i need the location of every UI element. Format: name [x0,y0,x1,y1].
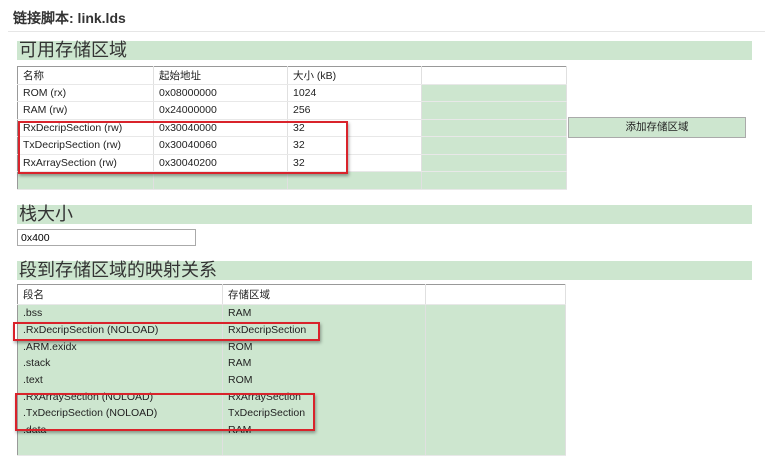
cell [421,154,567,172]
cell[interactable]: ROM [222,371,426,389]
cell[interactable]: ROM [222,338,426,356]
cell[interactable]: 32 [287,119,422,137]
cell[interactable]: .bss [17,304,223,322]
cell[interactable]: RxDecripSection [222,321,426,339]
divider [8,31,765,32]
cell[interactable]: .stack [17,355,223,372]
column-header[interactable]: 名称 [17,66,154,85]
cell[interactable]: .RxDecripSection (NOLOAD) [17,321,223,339]
cell[interactable]: 0x30040060 [153,136,288,155]
cell[interactable]: 0x24000000 [153,101,288,120]
table-row[interactable]: .stack RAM [17,355,566,372]
cell[interactable]: TxDecripSection [222,405,426,422]
memory-section-heading: 可用存储区域 [17,41,752,60]
cell[interactable]: RxArraySection [222,388,426,406]
table-row[interactable]: .ARM.exidx ROM [17,338,566,356]
cell[interactable]: RAM [222,421,426,439]
table-header: 名称 起始地址 大小 (kB) [17,66,567,85]
table-row-empty[interactable] [17,171,567,190]
mapping-section-heading: 段到存储区域的映射关系 [17,261,752,280]
table-row[interactable]: .TxDecripSection (NOLOAD) TxDecripSection [17,405,566,422]
column-header [425,284,566,305]
cell [421,101,567,120]
cell[interactable]: .ARM.exidx [17,338,223,356]
cell[interactable]: 1024 [287,84,422,102]
table-row[interactable]: .bss RAM [17,304,566,322]
cell[interactable]: RxDecripSection (rw) [17,119,154,137]
table-row[interactable]: TxDecripSection (rw) 0x30040060 32 [17,136,567,155]
table-row[interactable]: RxArraySection (rw) 0x30040200 32 [17,154,567,172]
column-header [421,66,567,85]
cell [421,136,567,155]
cell[interactable]: TxDecripSection (rw) [17,136,154,155]
column-header[interactable]: 段名 [17,284,223,305]
cell[interactable]: 32 [287,154,422,172]
table-header: 段名 存储区域 [17,284,566,305]
table-row-empty [17,438,566,456]
table-row[interactable]: .RxArraySection (NOLOAD) RxArraySection [17,388,566,406]
column-header[interactable]: 存储区域 [222,284,426,305]
cell[interactable]: .RxArraySection (NOLOAD) [17,388,223,406]
cell [421,84,567,102]
stack-section-heading: 栈大小 [17,205,752,224]
page-title: 链接脚本: link.lds [13,10,126,26]
column-header[interactable]: 大小 (kB) [287,66,422,85]
cell [421,119,567,137]
cell[interactable]: RAM (rw) [17,101,154,120]
table-row[interactable]: .RxDecripSection (NOLOAD) RxDecripSection [17,321,566,339]
cell[interactable]: ROM (rx) [17,84,154,102]
add-memory-region-button[interactable]: 添加存储区域 [568,117,746,138]
table-row[interactable]: RxDecripSection (rw) 0x30040000 32 [17,119,567,137]
cell[interactable]: 0x30040200 [153,154,288,172]
cell[interactable]: 256 [287,101,422,120]
mapping-table: 段名 存储区域 .bss RAM .RxDecripSection (NOLOAD… [17,284,566,456]
cell[interactable]: 0x30040000 [153,119,288,137]
table-row[interactable]: ROM (rx) 0x08000000 1024 [17,84,567,102]
stack-size-input[interactable] [17,229,196,246]
cell[interactable]: 0x08000000 [153,84,288,102]
memory-table: 名称 起始地址 大小 (kB) ROM (rx) 0x08000000 1024 R… [17,66,567,190]
table-row[interactable]: .data RAM [17,421,566,439]
cell[interactable]: RxArraySection (rw) [17,154,154,172]
cell[interactable]: .TxDecripSection (NOLOAD) [17,405,223,422]
cell[interactable]: .data [17,421,223,439]
table-row[interactable]: RAM (rw) 0x24000000 256 [17,101,567,120]
cell[interactable]: .text [17,371,223,389]
cell[interactable]: RAM [222,355,426,372]
table-row[interactable]: .text ROM [17,371,566,389]
cell[interactable]: 32 [287,136,422,155]
cell[interactable]: RAM [222,304,426,322]
column-header[interactable]: 起始地址 [153,66,288,85]
